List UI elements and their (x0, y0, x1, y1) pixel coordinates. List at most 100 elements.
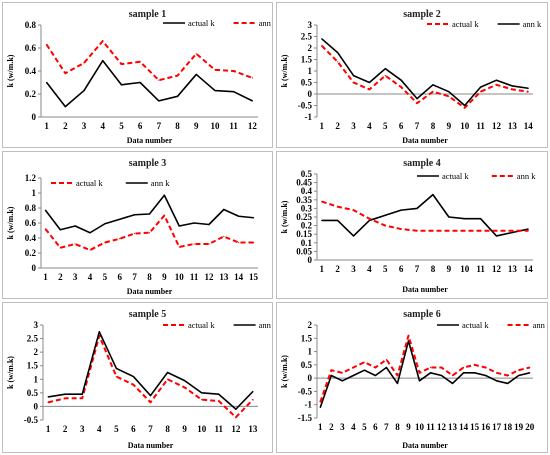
x-tick-label: 9 (406, 422, 411, 432)
data-point (319, 401, 321, 403)
data-point (148, 232, 151, 234)
x-tick-label: 3 (351, 264, 356, 274)
data-point (418, 380, 421, 382)
x-tick-label: 5 (383, 121, 388, 131)
data-point (74, 243, 76, 245)
data-point (518, 369, 520, 371)
x-tick-label: 10 (460, 264, 470, 274)
chart-svg: sample 5-0.500.511.522.531 2 3 4 5 6 7 8 9 10 11 12… (6, 309, 272, 450)
data-point (432, 194, 434, 196)
data-point (337, 61, 339, 63)
y-axis-label: k (w/m.k) (6, 356, 15, 389)
x-tick-label: 17 (492, 422, 502, 432)
data-point (341, 380, 343, 382)
data-point (407, 335, 410, 337)
x-tick-label: 8 (175, 121, 180, 131)
x-tick-label: 6 (399, 264, 404, 274)
x-tick-label: 1 (46, 424, 51, 434)
chart-title: sample 6 (403, 309, 441, 320)
data-point (495, 230, 498, 232)
series-line-1 (321, 193, 529, 237)
y-tick-label: 0.15 (296, 229, 312, 239)
y-tick-label: 0.2 (25, 89, 37, 99)
data-point (384, 68, 386, 70)
data-point (400, 228, 402, 230)
y-axis-label: k (w/m.k) (280, 200, 289, 233)
data-point (193, 222, 195, 224)
data-point (208, 243, 210, 245)
y-tick-label: 0.05 (296, 246, 312, 256)
x-tick-label: 10 (175, 272, 185, 282)
data-point (396, 374, 399, 377)
legend-label: actual k (188, 320, 215, 330)
data-point (149, 394, 152, 397)
data-point (385, 366, 388, 369)
x-tick-label: 1 (320, 121, 325, 131)
y-tick-label: 0 (308, 255, 313, 265)
y-tick-label: 0.6 (25, 43, 37, 53)
data-point (148, 213, 151, 215)
y-tick-label: 0.2 (301, 221, 313, 231)
data-point (89, 232, 91, 234)
data-point (451, 374, 454, 377)
legend-label: actual k (462, 320, 489, 330)
data-point (59, 247, 61, 249)
data-point (214, 69, 216, 71)
data-point (384, 225, 386, 227)
data-point (479, 86, 482, 88)
y-tick-label: 0.3 (301, 203, 313, 213)
data-point (479, 91, 482, 93)
data-point (120, 84, 123, 86)
data-point (529, 366, 531, 369)
data-point (115, 367, 117, 370)
data-point (368, 88, 371, 90)
data-point (134, 214, 136, 216)
x-tick-label: 13 (508, 264, 517, 274)
series-line-2 (47, 330, 254, 410)
x-tick-label: 11 (426, 422, 435, 432)
x-tick-label: 13 (508, 121, 517, 131)
y-tick-label: 1 (32, 188, 37, 198)
y-tick-label: 0.5 (301, 169, 313, 179)
data-point (120, 63, 123, 65)
data-point (432, 91, 434, 93)
data-point (352, 374, 354, 377)
data-point (440, 374, 443, 377)
data-point (251, 100, 253, 102)
data-point (527, 91, 529, 93)
data-point (495, 79, 498, 81)
data-point (341, 372, 343, 374)
x-tick-label: 9 (162, 272, 167, 282)
series-line-1 (319, 340, 530, 408)
data-point (407, 340, 410, 342)
legend-label: ann k (259, 320, 272, 330)
y-tick-label: 1.5 (301, 55, 313, 65)
data-point (416, 207, 418, 209)
y-tick-label: 1 (308, 66, 313, 76)
data-point (223, 208, 225, 211)
y-tick-label: 0.6 (25, 218, 37, 228)
data-point (462, 366, 465, 369)
data-point (352, 81, 355, 84)
x-tick-label: 5 (362, 422, 367, 432)
series-line-1 (321, 44, 529, 109)
data-point (368, 219, 371, 222)
y-tick-label: -0.5 (298, 386, 313, 396)
x-tick-label: 7 (415, 121, 420, 131)
y-tick-label: -0.5 (298, 101, 313, 111)
x-tick-label: 5 (114, 424, 119, 434)
data-point (385, 358, 388, 361)
x-tick-label: 4 (88, 272, 93, 282)
series-line-2 (45, 40, 253, 82)
data-point (368, 81, 371, 84)
x-tick-label: 7 (148, 424, 153, 434)
chart-panel-4: sample 4 0 0.05 0.1 0.15 0.2 0.25 0.3 0.35 0.4 0.4… (276, 151, 548, 299)
series-line-2 (321, 38, 529, 107)
x-tick-label: 16 (481, 422, 491, 432)
chart-svg: sample 6-1.5-1-0.500.511.521 2 3 4 5 6 7 8 9 10 11… (280, 309, 547, 450)
data-point (44, 209, 47, 211)
x-tick-label: 6 (118, 272, 123, 282)
data-point (337, 206, 339, 208)
data-point (321, 219, 323, 222)
legend-label: ann k (151, 178, 170, 188)
